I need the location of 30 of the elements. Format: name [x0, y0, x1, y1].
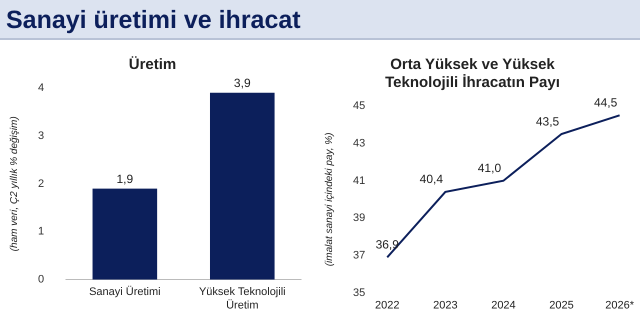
- x-tick-label: Sanayi Üretimi: [89, 285, 161, 298]
- data-label: 44,5: [594, 96, 618, 110]
- y-tick-label: 4: [38, 82, 44, 94]
- y-tick-label: 1: [38, 226, 44, 238]
- y-tick-label: 43: [352, 137, 366, 150]
- y-axis-title: (ham veri, Ç2 yıllık % değişim): [8, 116, 20, 252]
- x-tick-label: 2023: [433, 299, 458, 312]
- y-tick-label: 2: [38, 178, 44, 190]
- chart-title: Sanayi üretimi ve ihracat: [0, 0, 640, 40]
- x-tick-label: Yüksek Teknolojili Üretim: [198, 286, 286, 312]
- data-label: 41,0: [478, 161, 502, 176]
- chart-title: Orta Yüksek ve Yüksek Teknolojili İhracatın Payı: [385, 56, 560, 92]
- x-tick-label: 2024: [491, 299, 516, 312]
- y-axis-title: (imalat sanayi içindeki pay, %): [324, 132, 335, 266]
- data-label: 1,9: [116, 172, 134, 186]
- data-label: 40,4: [420, 172, 444, 186]
- chart-subtitle: Üretim: [128, 56, 176, 74]
- x-tick-label: 2025: [549, 299, 574, 312]
- y-tick-label: 41: [352, 174, 366, 187]
- x-tick-label: 2022: [374, 299, 400, 312]
- y-tick-label: 35: [352, 286, 366, 299]
- y-tick-label: 3: [38, 130, 44, 142]
- data-label: 36,9: [376, 238, 400, 252]
- data-label: 43,5: [536, 114, 560, 128]
- data-label: 3,9: [234, 76, 251, 90]
- y-tick-label: 37: [352, 249, 366, 262]
- y-tick-label: 0: [38, 274, 44, 286]
- x-tick-label: 2026*: [605, 299, 635, 312]
- y-tick-label: 39: [352, 212, 366, 224]
- y-tick-label: 45: [352, 100, 366, 112]
